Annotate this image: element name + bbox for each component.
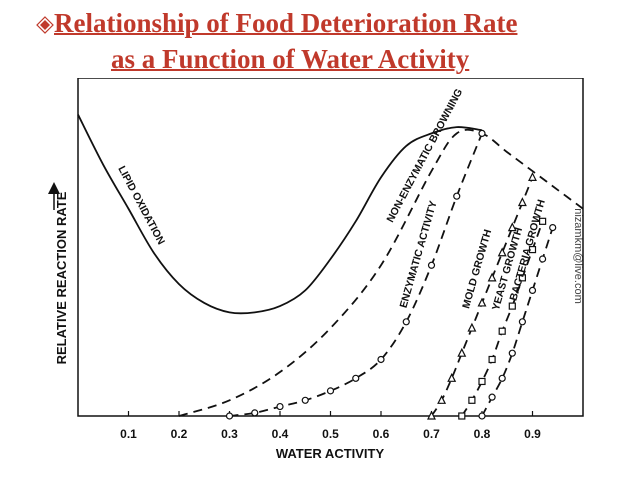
enzymatic-activity-point — [427, 261, 436, 269]
bacteria-growth-point — [498, 374, 506, 382]
bacteria-growth-point — [478, 412, 486, 420]
x-tick-label: 0.9 — [524, 427, 541, 441]
mold-growth-point — [517, 197, 527, 207]
x-tick-label: 0.1 — [120, 427, 137, 441]
x-tick-label: 0.8 — [474, 427, 491, 441]
mold-growth-point — [457, 347, 467, 357]
mold-growth-point — [467, 322, 477, 332]
x-tick-label: 0.2 — [171, 427, 188, 441]
yeast-growth-point — [528, 245, 537, 254]
mold-growth-point — [487, 272, 497, 282]
enzymatic-activity-point — [251, 409, 259, 417]
mold-growth-label: MOLD GROWTH — [460, 228, 494, 310]
bacteria-growth-point — [508, 349, 516, 357]
enzymatic-activity-point — [326, 387, 335, 395]
yeast-growth-point — [508, 302, 516, 310]
lipid-oxidation-label: LIPID OXIDATION — [115, 164, 167, 247]
mold-growth-point — [477, 297, 487, 307]
enzymatic-activity-point — [402, 318, 410, 326]
x-tick-label: 0.5 — [322, 427, 339, 441]
yeast-growth-point — [488, 355, 496, 364]
enzymatic-activity-point — [377, 355, 385, 364]
yeast-growth-point — [478, 377, 486, 386]
bacteria-growth-point — [549, 224, 557, 232]
x-tick-label: 0.6 — [373, 427, 390, 441]
mold-growth-point — [427, 410, 436, 420]
enzymatic-activity-point — [225, 412, 234, 420]
mold-growth-point — [528, 172, 537, 181]
mold-growth-point — [497, 247, 507, 257]
yeast-growth-point — [539, 217, 547, 225]
x-tick-label: 0.7 — [423, 427, 440, 441]
lipid-oxidation-curve — [77, 114, 483, 315]
yeast-growth-point — [518, 274, 526, 282]
yeast-growth-point — [468, 396, 476, 404]
enzymatic-activity-curve — [229, 133, 483, 417]
title-line-1: Relationship of Food Deterioration Rate — [54, 8, 518, 38]
enzymatic-activity-point — [478, 129, 486, 138]
bacteria-growth-point — [528, 286, 537, 294]
bacteria-growth-point — [488, 393, 496, 401]
enzymatic-activity-point — [453, 192, 461, 200]
mold-growth-point — [507, 222, 517, 232]
enzymatic-activity-label: ENZYMATIC ACTIVITY — [398, 200, 440, 310]
yeast-growth-point — [458, 412, 466, 420]
slide-title: Relationship of Food Deterioration Rate … — [0, 0, 638, 80]
bacteria-growth-point — [538, 255, 547, 263]
mold-growth-point — [447, 372, 457, 382]
yeast-growth-point — [498, 327, 506, 335]
enzymatic-activity-point — [276, 402, 284, 411]
enzymatic-activity-point — [352, 374, 360, 382]
non-enzymatic-browning-curve — [178, 128, 584, 417]
diamond-bullet-icon — [36, 16, 54, 34]
chart: RELATIVE REACTION RATE WATER ACTIVITY 0.… — [48, 78, 584, 461]
enzymatic-activity-point — [301, 396, 309, 404]
x-tick-label: 0.4 — [272, 427, 289, 441]
x-axis-label: WATER ACTIVITY — [276, 446, 385, 461]
mold-growth-point — [437, 394, 447, 404]
y-axis-label: RELATIVE REACTION RATE — [54, 191, 69, 364]
x-tick-label: 0.3 — [221, 427, 238, 441]
title-line-2: as a Function of Water Activity — [111, 44, 470, 74]
bacteria-growth-point — [518, 318, 526, 326]
